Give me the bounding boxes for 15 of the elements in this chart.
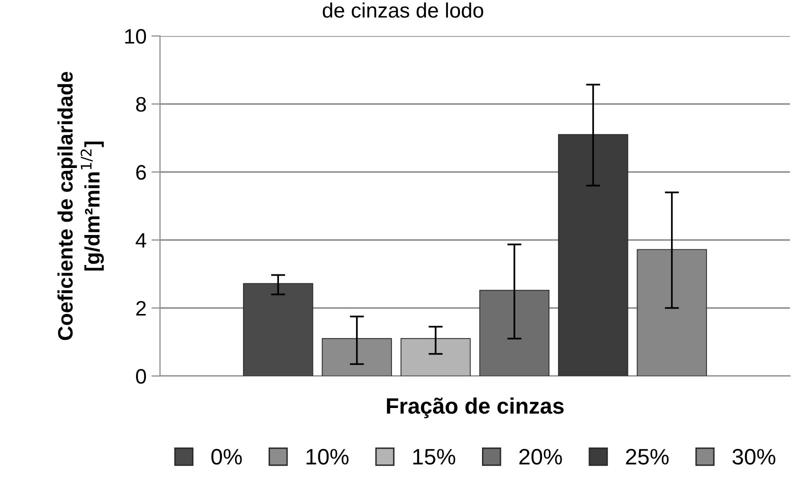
legend-label: 30% bbox=[732, 448, 776, 465]
chart-title: de cinzas de lodo bbox=[322, 2, 484, 18]
legend-label: 15% bbox=[413, 448, 456, 465]
y-axis-title: Coeficiente de capilaridade [g/dm²min$^{1/2}$] bbox=[57, 72, 104, 340]
y-tick-label: 2 bbox=[136, 301, 146, 316]
y-tick-label: 10 bbox=[125, 29, 146, 44]
legend-label: 10% bbox=[306, 448, 349, 465]
legend-label: 20% bbox=[519, 448, 562, 465]
y-tick-label: 8 bbox=[136, 97, 146, 112]
legend-label: 25% bbox=[626, 448, 669, 465]
y-tick-label: 4 bbox=[136, 233, 146, 248]
y-tick-label: 6 bbox=[136, 165, 146, 180]
x-axis-title: Fração de cinzas bbox=[386, 398, 564, 418]
legend-label: 0% bbox=[211, 448, 242, 465]
y-tick-label: 0 bbox=[136, 369, 146, 384]
